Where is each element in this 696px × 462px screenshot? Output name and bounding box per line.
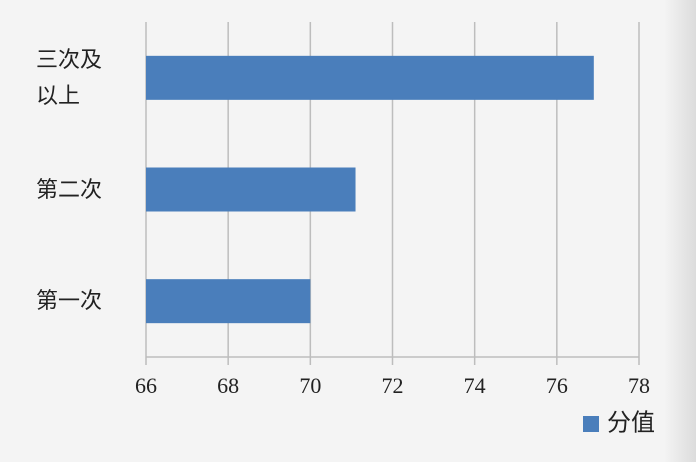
bar (146, 55, 594, 100)
y-tick-label: 第一次 (36, 288, 103, 314)
x-tick-label: 68 (217, 373, 239, 398)
x-tick-label: 70 (299, 373, 321, 398)
x-tick-label: 72 (382, 373, 404, 398)
legend-swatch (583, 416, 599, 432)
x-tick-label: 66 (135, 373, 157, 398)
x-tick-label: 74 (464, 373, 486, 398)
x-tick-label: 76 (546, 373, 568, 398)
page-edge (664, 0, 696, 462)
legend-label: 分值 (607, 410, 655, 437)
bar (146, 279, 311, 324)
y-tick-label: 第二次 (36, 176, 103, 202)
x-tick-label: 78 (628, 373, 650, 398)
bar (146, 167, 356, 212)
y-tick-label: 三次及以上 (36, 46, 103, 108)
